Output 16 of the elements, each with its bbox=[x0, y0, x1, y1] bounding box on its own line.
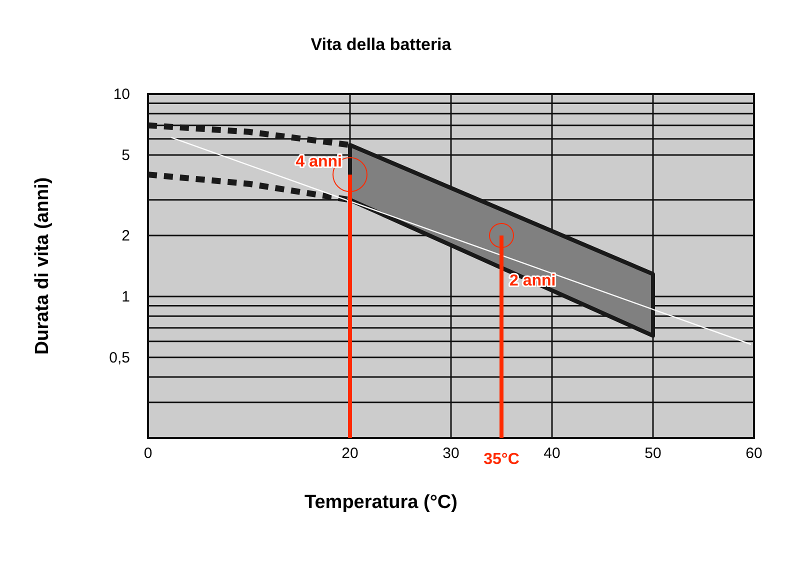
x-axis-title: Temperatura (°C) bbox=[304, 492, 458, 513]
x-tick-label: 50 bbox=[644, 445, 662, 462]
x-tick-label: 60 bbox=[746, 445, 762, 462]
y-tick-label: 5 bbox=[122, 146, 130, 164]
chart-title: Vita della batteria bbox=[310, 35, 452, 54]
x-tick-label: 0 bbox=[144, 445, 152, 462]
x-tick-label: 30 bbox=[442, 445, 460, 462]
y-tick-label: 2 bbox=[122, 228, 130, 245]
x-tick-label: 40 bbox=[544, 445, 560, 462]
y-axis-title: Durata di vita (anni) bbox=[32, 177, 53, 355]
ref-line-label: 35°C bbox=[484, 451, 520, 468]
x-tick-label: 20 bbox=[342, 445, 358, 462]
y-tick-label: 0,5 bbox=[109, 349, 130, 366]
y-tick-label: 10 bbox=[113, 86, 130, 103]
annotation: 4 anni bbox=[296, 154, 342, 171]
y-tick-label: 1 bbox=[122, 288, 130, 306]
